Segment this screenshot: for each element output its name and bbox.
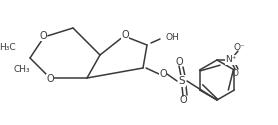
Text: CH₃: CH₃ [14, 64, 30, 74]
Text: H₃C: H₃C [0, 44, 16, 52]
Text: O: O [39, 31, 47, 41]
Text: O⁻: O⁻ [233, 42, 245, 51]
Text: O: O [46, 74, 54, 84]
Text: O: O [232, 68, 239, 78]
Text: OH: OH [165, 34, 179, 42]
Text: O: O [121, 30, 129, 40]
Text: O: O [159, 69, 167, 79]
Text: O: O [175, 57, 183, 67]
Text: S: S [179, 76, 185, 86]
Text: N⁺: N⁺ [225, 56, 237, 64]
Text: O: O [179, 95, 187, 105]
